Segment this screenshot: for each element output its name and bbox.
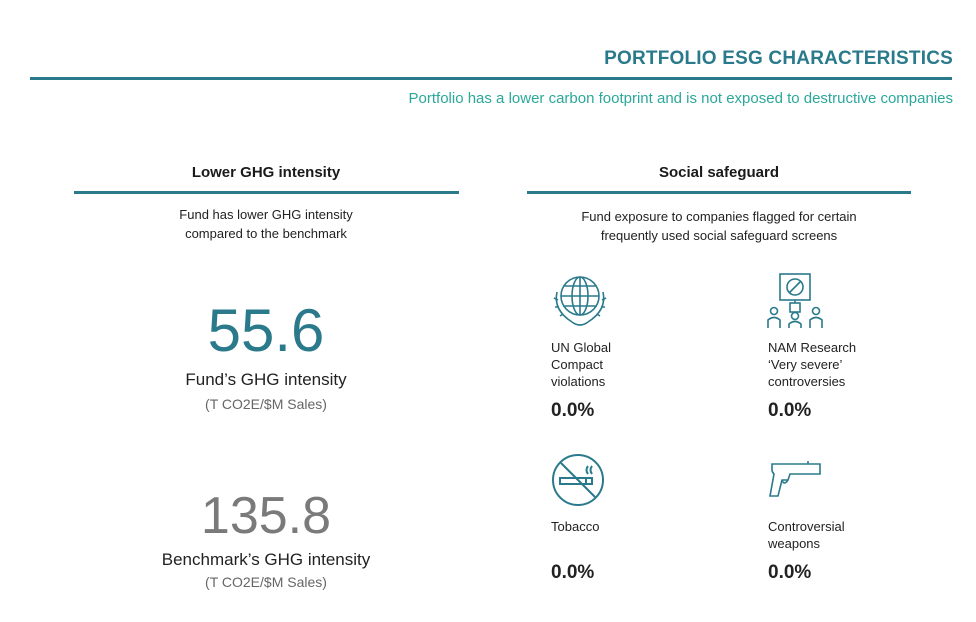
benchmark-ghg-label: Benchmark’s GHG intensity: [161, 550, 371, 569]
page-title: PORTFOLIO ESG CHARACTERISTICS: [604, 48, 953, 69]
item-label-line: weapons: [768, 536, 821, 551]
controversial-weapons-value: 0.0%: [768, 562, 812, 583]
item-label-line: Compact: [551, 357, 604, 372]
protest-sign-icon: [767, 272, 828, 332]
nam-research-label: NAM Research ‘Very severe’ controversies: [768, 339, 888, 390]
item-label-line: ‘Very severe’: [768, 357, 843, 372]
un-global-compact-value: 0.0%: [551, 400, 595, 421]
page-subtitle: Portfolio has a lower carbon footprint a…: [408, 90, 953, 107]
social-divider: [527, 191, 911, 194]
social-description-line: Fund exposure to companies flagged for c…: [581, 209, 857, 224]
ghg-description-line: compared to the benchmark: [185, 226, 347, 241]
ghg-heading: Lower GHG intensity: [191, 164, 341, 181]
item-label-line: UN Global: [551, 340, 611, 355]
handgun-icon: [768, 456, 828, 516]
fund-ghg-unit: (T CO2E/$M Sales): [205, 396, 327, 412]
fund-ghg-label: Fund’s GHG intensity: [185, 370, 347, 389]
un-globe-icon: [550, 272, 610, 332]
item-label-line: controversies: [768, 374, 846, 389]
title-divider: [30, 77, 952, 80]
fund-ghg-value: 55.6: [207, 297, 325, 364]
ghg-description-line: Fund has lower GHG intensity: [179, 207, 353, 222]
un-global-compact-label: UN Global Compact violations: [551, 339, 671, 390]
social-heading: Social safeguard: [658, 164, 780, 181]
item-label-line: Controversial: [768, 519, 845, 534]
item-label-line: NAM Research: [768, 340, 857, 355]
social-description-line: frequently used social safeguard screens: [600, 228, 838, 243]
ghg-divider: [74, 191, 459, 194]
item-label-line: violations: [551, 374, 606, 389]
ghg-description: Fund has lower GHG intensity compared to…: [74, 205, 458, 243]
tobacco-label: Tobacco: [551, 518, 671, 535]
benchmark-ghg-unit: (T CO2E/$M Sales): [205, 574, 327, 590]
tobacco-value: 0.0%: [551, 562, 595, 583]
item-label-line: Tobacco: [551, 519, 600, 534]
social-description: Fund exposure to companies flagged for c…: [527, 207, 911, 245]
no-smoking-icon: [550, 452, 610, 512]
benchmark-ghg-value: 135.8: [200, 487, 332, 545]
controversial-weapons-label: Controversial weapons: [768, 518, 888, 552]
nam-research-value: 0.0%: [768, 400, 812, 421]
